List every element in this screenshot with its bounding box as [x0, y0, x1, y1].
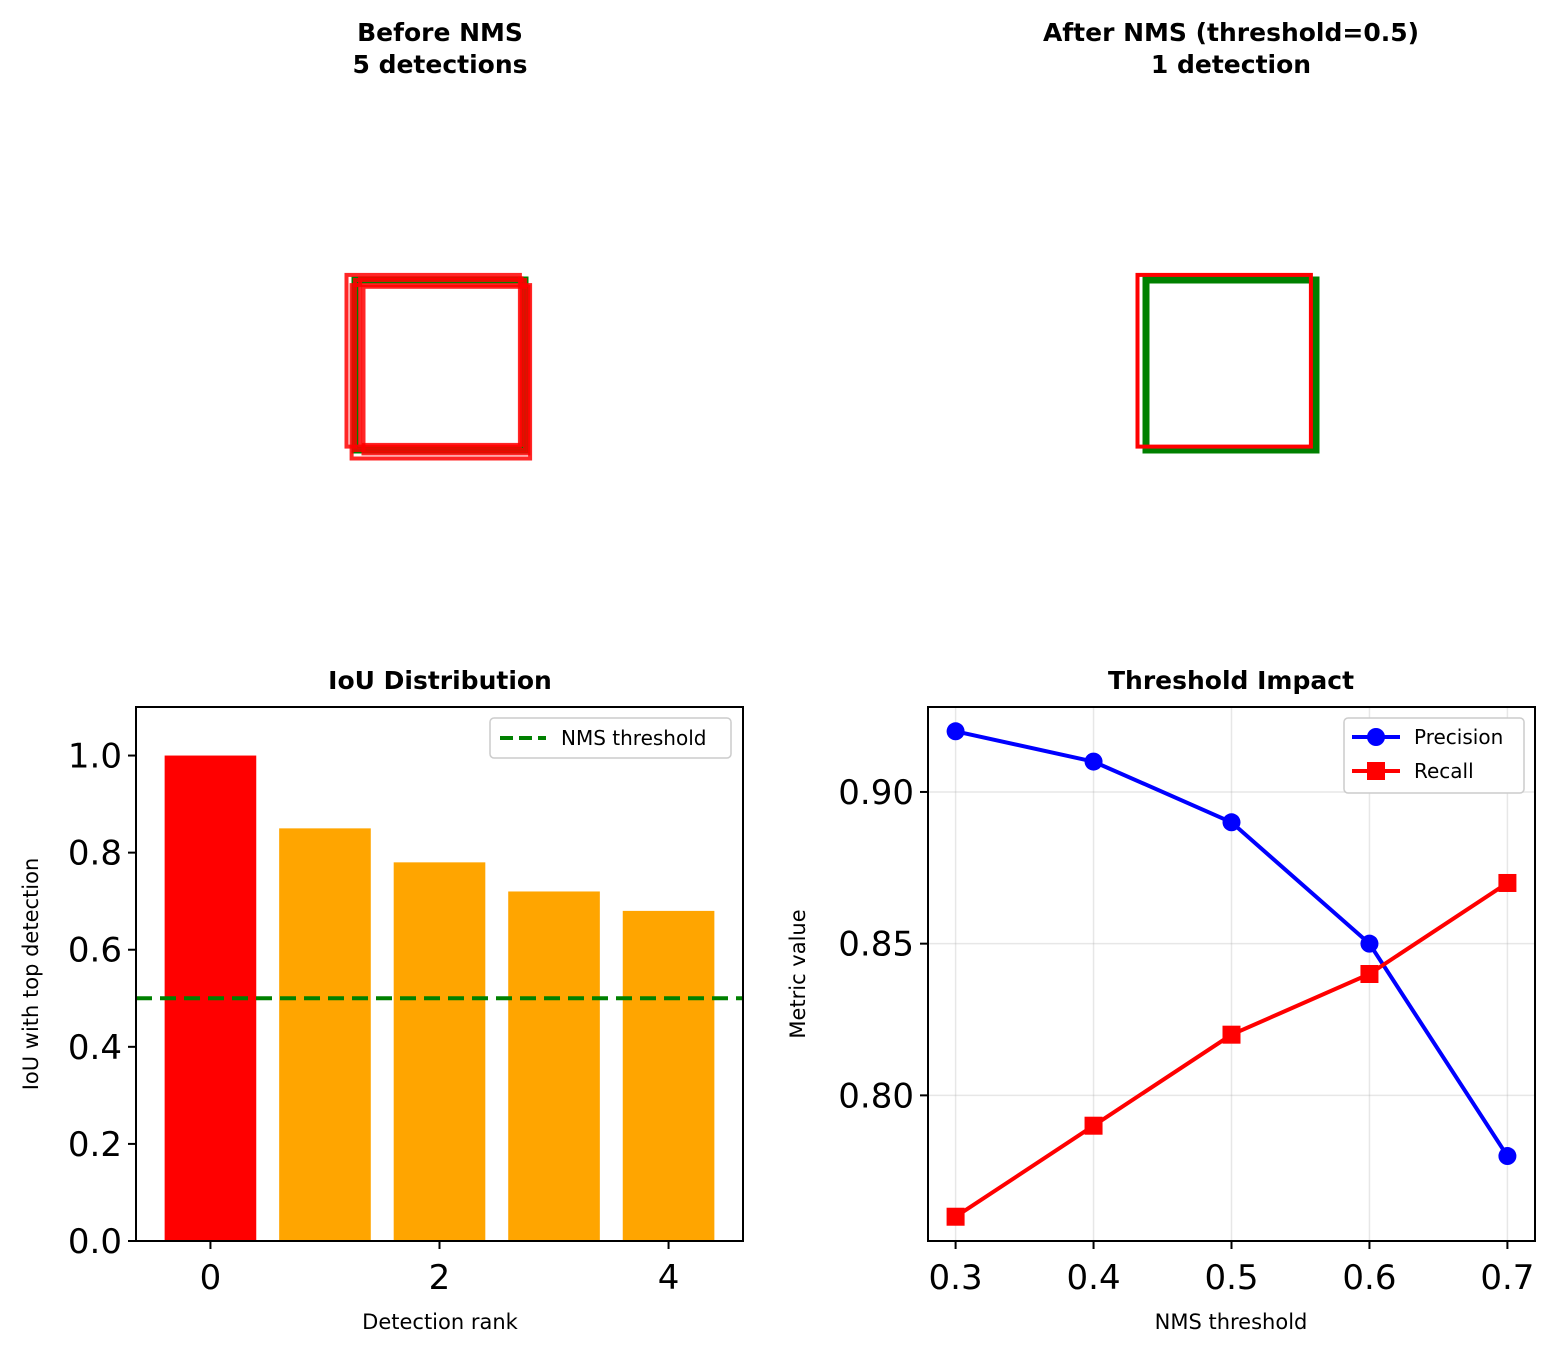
- line-ytick-label: 0.85: [838, 925, 914, 965]
- panel-threshold-impact: Threshold Impact 0.3 0.4 0.5 0.6 0.7 0.80 0.85…: [786, 666, 1536, 1334]
- precision-legend-label: Precision: [1414, 725, 1503, 749]
- bar-ytick-label: 0.4: [68, 1028, 122, 1068]
- iou-bar-4: [622, 910, 715, 1241]
- recall-point: [1498, 873, 1517, 892]
- precision-point: [1498, 1147, 1517, 1166]
- recall-legend-label: Recall: [1414, 759, 1474, 783]
- detection-box-0: [1135, 272, 1313, 449]
- recall-point: [1084, 1116, 1103, 1135]
- line-xtick-label: 0.3: [929, 1258, 983, 1298]
- line-chart-title: Threshold Impact: [1108, 666, 1354, 695]
- bar-ytick-label: 0.2: [68, 1125, 122, 1165]
- line-ytick-label: 0.90: [838, 773, 914, 813]
- detection-box-3: [349, 283, 533, 461]
- detection-box-1: [344, 272, 522, 449]
- bar-ytick-label: 0.6: [68, 931, 122, 971]
- ground-truth-box: [351, 276, 529, 454]
- panel1-boxes: [344, 272, 533, 461]
- bar-xtick-label: 0: [200, 1258, 222, 1298]
- panel2-title-line1: After NMS (threshold=0.5): [1043, 18, 1419, 47]
- iou-bar-3: [508, 891, 600, 1241]
- bar-legend-label: NMS threshold: [561, 726, 706, 750]
- precision-point: [1222, 813, 1241, 832]
- line-xtick-label: 0.4: [1067, 1258, 1121, 1298]
- iou-bar-2: [393, 862, 486, 1241]
- bar-chart-title: IoU Distribution: [328, 666, 552, 695]
- recall-point: [1222, 1025, 1241, 1044]
- line-xtick-label: 0.7: [1480, 1258, 1534, 1298]
- iou-bar-1: [279, 828, 371, 1241]
- line-series: [946, 722, 1517, 1226]
- ground-truth-box: [1142, 276, 1320, 454]
- panel2-boxes: [1135, 272, 1320, 454]
- panel-after-nms: After NMS (threshold=0.5) 1 detection: [1043, 18, 1419, 454]
- bar-ytick-label: 1.0: [68, 737, 122, 777]
- recall-point: [1360, 965, 1379, 983]
- line-xtick-label: 0.6: [1342, 1258, 1396, 1298]
- line-chart-legend: Precision Recall: [1343, 717, 1525, 794]
- line-ytick-label: 0.80: [838, 1076, 914, 1116]
- bar-legend-box: [489, 717, 732, 759]
- panel1-title-line2: 5 detections: [352, 50, 527, 79]
- panel-before-nms: Before NMS 5 detections: [344, 18, 533, 461]
- line-chart-ticks: 0.3 0.4 0.5 0.6 0.7 0.80 0.85 0.90: [838, 773, 1534, 1298]
- panel2-title-line2: 1 detection: [1151, 50, 1311, 79]
- bar-ytick-label: 0.8: [68, 834, 122, 874]
- bar-xtick-label: 4: [658, 1258, 680, 1298]
- line-chart-xlabel: NMS threshold: [1155, 1310, 1308, 1334]
- bar-series: [164, 755, 715, 1241]
- panel1-title-line1: Before NMS: [357, 18, 523, 47]
- bar-chart-legend: NMS threshold: [489, 717, 732, 759]
- detection-box-2: [361, 284, 531, 456]
- precision-point: [946, 722, 965, 741]
- recall-point: [946, 1207, 965, 1226]
- bar-chart-ylabel: IoU with top detection: [19, 858, 43, 1091]
- precision-legend-marker: [1367, 728, 1385, 746]
- bar-xtick-label: 2: [429, 1258, 451, 1298]
- bar-chart-ticks: 0 2 4 0.0 0.2 0.4 0.6 0.8 1.0: [68, 737, 679, 1298]
- detection-box-0: [353, 278, 527, 452]
- precision-point: [1084, 752, 1103, 771]
- detection-box-4: [358, 276, 524, 447]
- bar-ytick-label: 0.0: [68, 1222, 122, 1262]
- recall-legend-marker: [1367, 762, 1385, 780]
- line-chart-ylabel: Metric value: [786, 909, 810, 1038]
- bar-chart-xlabel: Detection rank: [362, 1310, 519, 1334]
- panel-iou-distribution: IoU Distribution 0 2 4 0.0 0.2 0.4 0.6 0.8 1.0 D…: [19, 666, 744, 1334]
- precision-point: [1360, 934, 1379, 953]
- line-xtick-label: 0.5: [1204, 1258, 1258, 1298]
